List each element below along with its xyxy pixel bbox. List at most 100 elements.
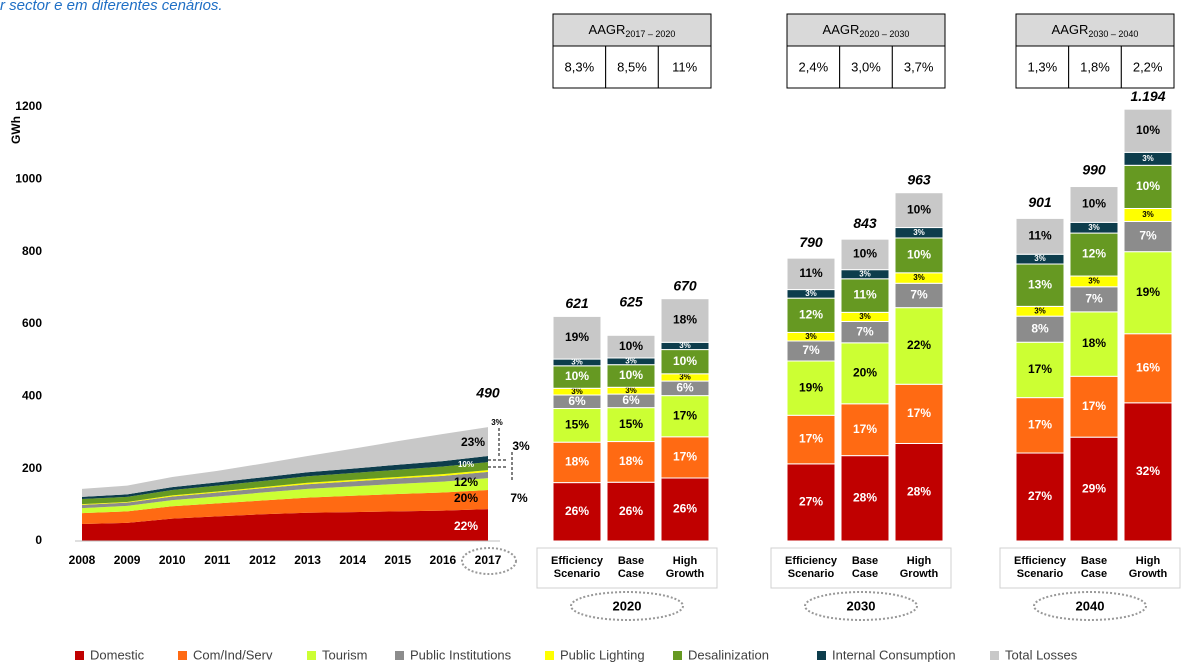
aagr-value: 2,4%: [799, 59, 829, 74]
aagr-cell: [839, 45, 893, 89]
segment-label: 10%: [907, 202, 931, 216]
legend-label: Com/Ind/Serv: [193, 647, 273, 662]
bar-segment: [1123, 251, 1173, 335]
segment-label: 3%: [859, 269, 871, 278]
segment-label: 17%: [907, 406, 931, 420]
segment-label: 32%: [1136, 464, 1160, 478]
segment-label: 11%: [853, 288, 877, 302]
bar-segment: [894, 307, 944, 385]
segment-label: 3%: [859, 312, 871, 321]
bar-segment: [1069, 232, 1119, 277]
y-axis-label: GWh: [9, 116, 23, 144]
category-label: Growth: [1129, 568, 1168, 580]
x-tick-label: 2012: [249, 553, 276, 567]
category-label: Efficiency: [785, 555, 838, 567]
legend-swatch: [990, 651, 999, 660]
x-tick-label: 2011: [204, 553, 230, 567]
legend-label: Internal Consumption: [832, 647, 956, 662]
bar-total-label: 963: [907, 171, 931, 187]
bar-segment: [660, 298, 710, 343]
area-share-label: 20%: [454, 491, 478, 505]
aagr-header-cell: [1015, 13, 1175, 47]
x-tick-label: 2008: [69, 553, 96, 567]
segment-label: 27%: [1028, 489, 1052, 503]
segment-label: 10%: [1136, 123, 1160, 137]
segment-label: 10%: [619, 339, 643, 353]
bar-segment: [786, 360, 836, 416]
y-tick-label: 600: [22, 316, 42, 330]
y-tick-label: 800: [22, 244, 42, 258]
y-tick-label: 1000: [15, 172, 42, 186]
segment-label: 19%: [1136, 285, 1160, 299]
aagr-cell: [1120, 45, 1175, 89]
y-tick-label: 0: [35, 533, 42, 547]
group-label: 2020: [613, 598, 642, 613]
area-share-label: 3%: [491, 418, 503, 427]
area-series: [82, 478, 488, 514]
category-box: [999, 547, 1181, 589]
category-label: Scenario: [554, 568, 601, 580]
bar-segment: [786, 257, 836, 291]
segment-label: 29%: [1082, 481, 1106, 495]
legend-label: Public Lighting: [560, 647, 645, 662]
area-series: [82, 470, 488, 505]
segment-label: 13%: [1028, 277, 1052, 291]
segment-label: 8%: [1031, 321, 1049, 335]
category-label: High: [673, 555, 698, 567]
area-share-label: 7%: [510, 491, 528, 505]
y-tick-label: 200: [22, 461, 42, 475]
segment-label: 6%: [622, 393, 640, 407]
bar-segment: [840, 238, 890, 271]
segment-label: 27%: [799, 495, 823, 509]
bar-segment: [894, 237, 944, 274]
category-box: [770, 547, 952, 589]
segment-label: 20%: [853, 365, 877, 379]
area-series: [82, 427, 488, 497]
bar-segment: [1069, 311, 1119, 377]
bar-segment: [1015, 397, 1065, 454]
aagr-value: 8,5%: [617, 59, 647, 74]
segment-label: 11%: [799, 266, 823, 280]
segment-label: 7%: [910, 288, 928, 302]
area-share-label: 3%: [512, 439, 530, 453]
segment-label: 18%: [673, 313, 697, 327]
aagr-value: 1,8%: [1080, 59, 1110, 74]
bar-segment: [840, 455, 890, 542]
segment-label: 3%: [625, 386, 637, 395]
bar-segment: [660, 477, 710, 542]
segment-label: 3%: [913, 273, 925, 282]
group-label: 2040: [1076, 598, 1105, 613]
aagr-header-cell: [552, 13, 712, 47]
segment-label: 17%: [673, 450, 697, 464]
aagr-value: 3,0%: [851, 59, 881, 74]
segment-label: 3%: [625, 356, 637, 365]
area-share-label: 23%: [461, 435, 485, 449]
area-share-label: 10%: [458, 460, 474, 469]
category-label: Scenario: [788, 568, 835, 580]
x-tick-label: 2009: [114, 553, 141, 567]
segment-label: 17%: [853, 422, 877, 436]
segment-label: 7%: [802, 343, 820, 357]
segment-label: 10%: [1082, 197, 1106, 211]
area-total-label: 490: [475, 385, 500, 401]
group-label: 2030: [847, 598, 876, 613]
segment-label: 3%: [679, 341, 691, 350]
segment-label: 12%: [1082, 247, 1106, 261]
segment-label: 3%: [805, 289, 817, 298]
bar-total-label: 625: [619, 294, 643, 310]
category-label: Base: [618, 555, 644, 567]
bar-total-label: 843: [853, 215, 877, 231]
segment-label: 19%: [565, 330, 589, 344]
group-ellipse: [1033, 591, 1147, 621]
aagr-cell: [657, 45, 712, 89]
legend-swatch: [395, 651, 404, 660]
category-label: High: [907, 555, 932, 567]
bar-segment: [1015, 217, 1065, 255]
category-label: High: [1136, 555, 1161, 567]
category-label: Base: [1081, 555, 1107, 567]
segment-label: 18%: [619, 454, 643, 468]
segment-label: 17%: [1028, 362, 1052, 376]
category-label: Scenario: [1017, 568, 1064, 580]
area-series: [82, 509, 488, 541]
